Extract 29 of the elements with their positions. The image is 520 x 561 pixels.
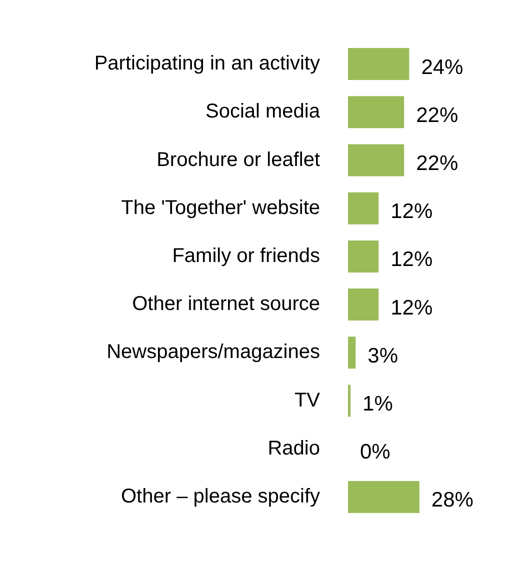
bar	[348, 144, 404, 176]
data-label: 0%	[360, 440, 390, 464]
bar	[348, 192, 379, 224]
data-label: 1%	[362, 392, 393, 416]
data-label: 12%	[390, 296, 433, 320]
bar	[348, 240, 379, 272]
bar	[348, 288, 379, 321]
y-tick-label: Brochure or leaflet	[156, 148, 320, 171]
y-tick-label: Social media	[205, 100, 321, 123]
y-tick-label: Radio	[268, 437, 320, 460]
data-label: 24%	[421, 56, 464, 79]
y-tick-label: The 'Together' website	[121, 196, 320, 219]
data-label: 28%	[431, 488, 474, 512]
y-tick-label: Newspapers/magazines	[106, 341, 320, 364]
bar	[348, 480, 420, 513]
bar	[348, 336, 356, 369]
y-tick-label: Other internet source	[132, 293, 320, 316]
data-label: 12%	[390, 248, 433, 272]
data-label: 3%	[368, 344, 398, 368]
y-tick-label: TV	[294, 389, 321, 412]
y-tick-label: Participating in an activity	[94, 52, 320, 75]
y-tick-label: Family or friends	[172, 244, 320, 267]
bar	[348, 384, 351, 417]
data-label: 22%	[416, 104, 458, 127]
bar	[348, 96, 404, 128]
data-label: 12%	[390, 200, 433, 224]
bar	[348, 48, 410, 80]
data-label: 22%	[416, 152, 458, 176]
y-tick-label: Other – please specify	[121, 485, 320, 508]
